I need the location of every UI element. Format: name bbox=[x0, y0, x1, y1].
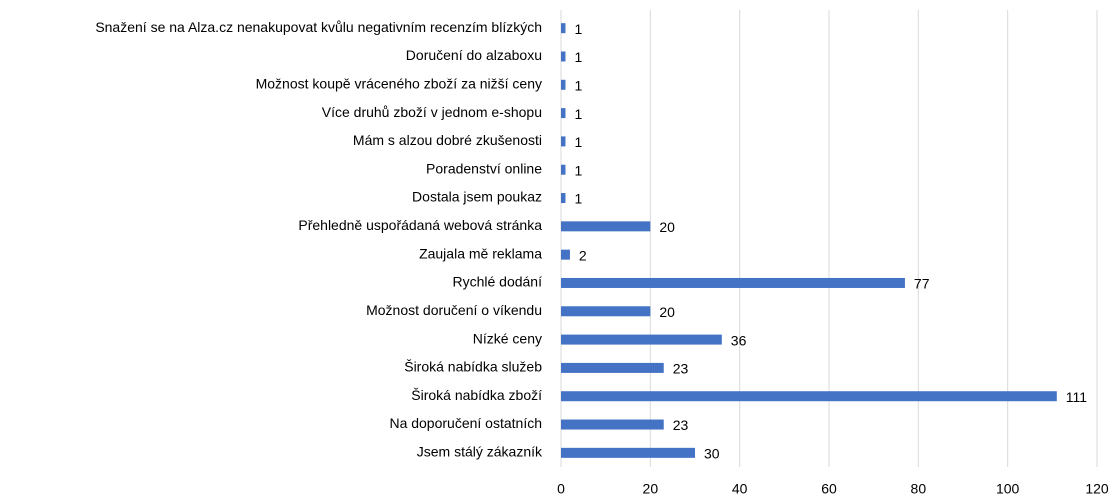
data-label: 23 bbox=[673, 417, 689, 433]
bar bbox=[561, 419, 664, 430]
y-tick-label: Zaujala mě reklama bbox=[419, 245, 542, 261]
y-tick-label: Možnost koupě vráceného zboží za nižší c… bbox=[256, 75, 542, 91]
data-label: 20 bbox=[659, 219, 675, 235]
x-tick-label: 40 bbox=[732, 481, 748, 497]
data-label: 30 bbox=[704, 446, 720, 462]
x-tick-label: 0 bbox=[557, 481, 565, 497]
y-tick-label: Dostala jsem poukaz bbox=[412, 189, 542, 205]
data-label: 1 bbox=[574, 134, 582, 150]
y-tick-label: Mám s alzou dobré zkušenosti bbox=[353, 132, 542, 148]
bar bbox=[561, 249, 570, 260]
y-tick-label: Doručení do alzaboxu bbox=[406, 47, 542, 63]
bar bbox=[561, 391, 1057, 402]
data-label: 77 bbox=[914, 276, 930, 292]
y-tick-label: Přehledně uspořádaná webová stránka bbox=[298, 217, 542, 233]
y-tick-label: Široká nabídka služeb bbox=[404, 359, 542, 375]
bar bbox=[561, 79, 566, 90]
bar bbox=[561, 23, 566, 34]
y-tick-label: Jsem stálý zákazník bbox=[417, 444, 543, 460]
data-label: 23 bbox=[673, 361, 689, 377]
data-label: 1 bbox=[574, 191, 582, 207]
y-tick-label: Možnost doručení o víkendu bbox=[366, 302, 542, 318]
data-label: 1 bbox=[574, 49, 582, 65]
data-label: 111 bbox=[1066, 389, 1087, 405]
data-label: 2 bbox=[579, 247, 587, 263]
bar bbox=[561, 221, 651, 232]
bar bbox=[561, 334, 722, 345]
x-tick-label: 20 bbox=[643, 481, 659, 497]
data-label: 1 bbox=[574, 106, 582, 122]
bar bbox=[561, 277, 905, 288]
bar bbox=[561, 164, 566, 175]
data-label: 20 bbox=[659, 304, 675, 320]
y-tick-label: Snažení se na Alza.cz nenakupovat kvůlu … bbox=[95, 19, 542, 35]
bar bbox=[561, 447, 695, 458]
data-label: 36 bbox=[731, 332, 747, 348]
y-tick-label: Nízké ceny bbox=[473, 330, 542, 346]
bar bbox=[561, 193, 566, 204]
y-tick-label: Více druhů zboží v jednom e-shopu bbox=[322, 104, 542, 120]
bar bbox=[561, 362, 664, 373]
bar bbox=[561, 51, 566, 62]
y-tick-label: Rychlé dodání bbox=[452, 274, 542, 290]
data-label: 1 bbox=[574, 21, 582, 37]
y-tick-label: Poradenství online bbox=[426, 160, 542, 176]
y-tick-label: Široká nabídka zboží bbox=[411, 387, 542, 403]
y-tick-label: Na doporučení ostatních bbox=[389, 415, 542, 431]
data-label: 1 bbox=[574, 77, 582, 93]
x-tick-label: 100 bbox=[996, 481, 1020, 497]
bar bbox=[561, 306, 651, 317]
x-tick-label: 120 bbox=[1085, 481, 1109, 497]
data-label: 1 bbox=[574, 162, 582, 178]
bar bbox=[561, 136, 566, 147]
x-tick-label: 80 bbox=[911, 481, 927, 497]
x-tick-label: 60 bbox=[821, 481, 837, 497]
bar bbox=[561, 108, 566, 119]
